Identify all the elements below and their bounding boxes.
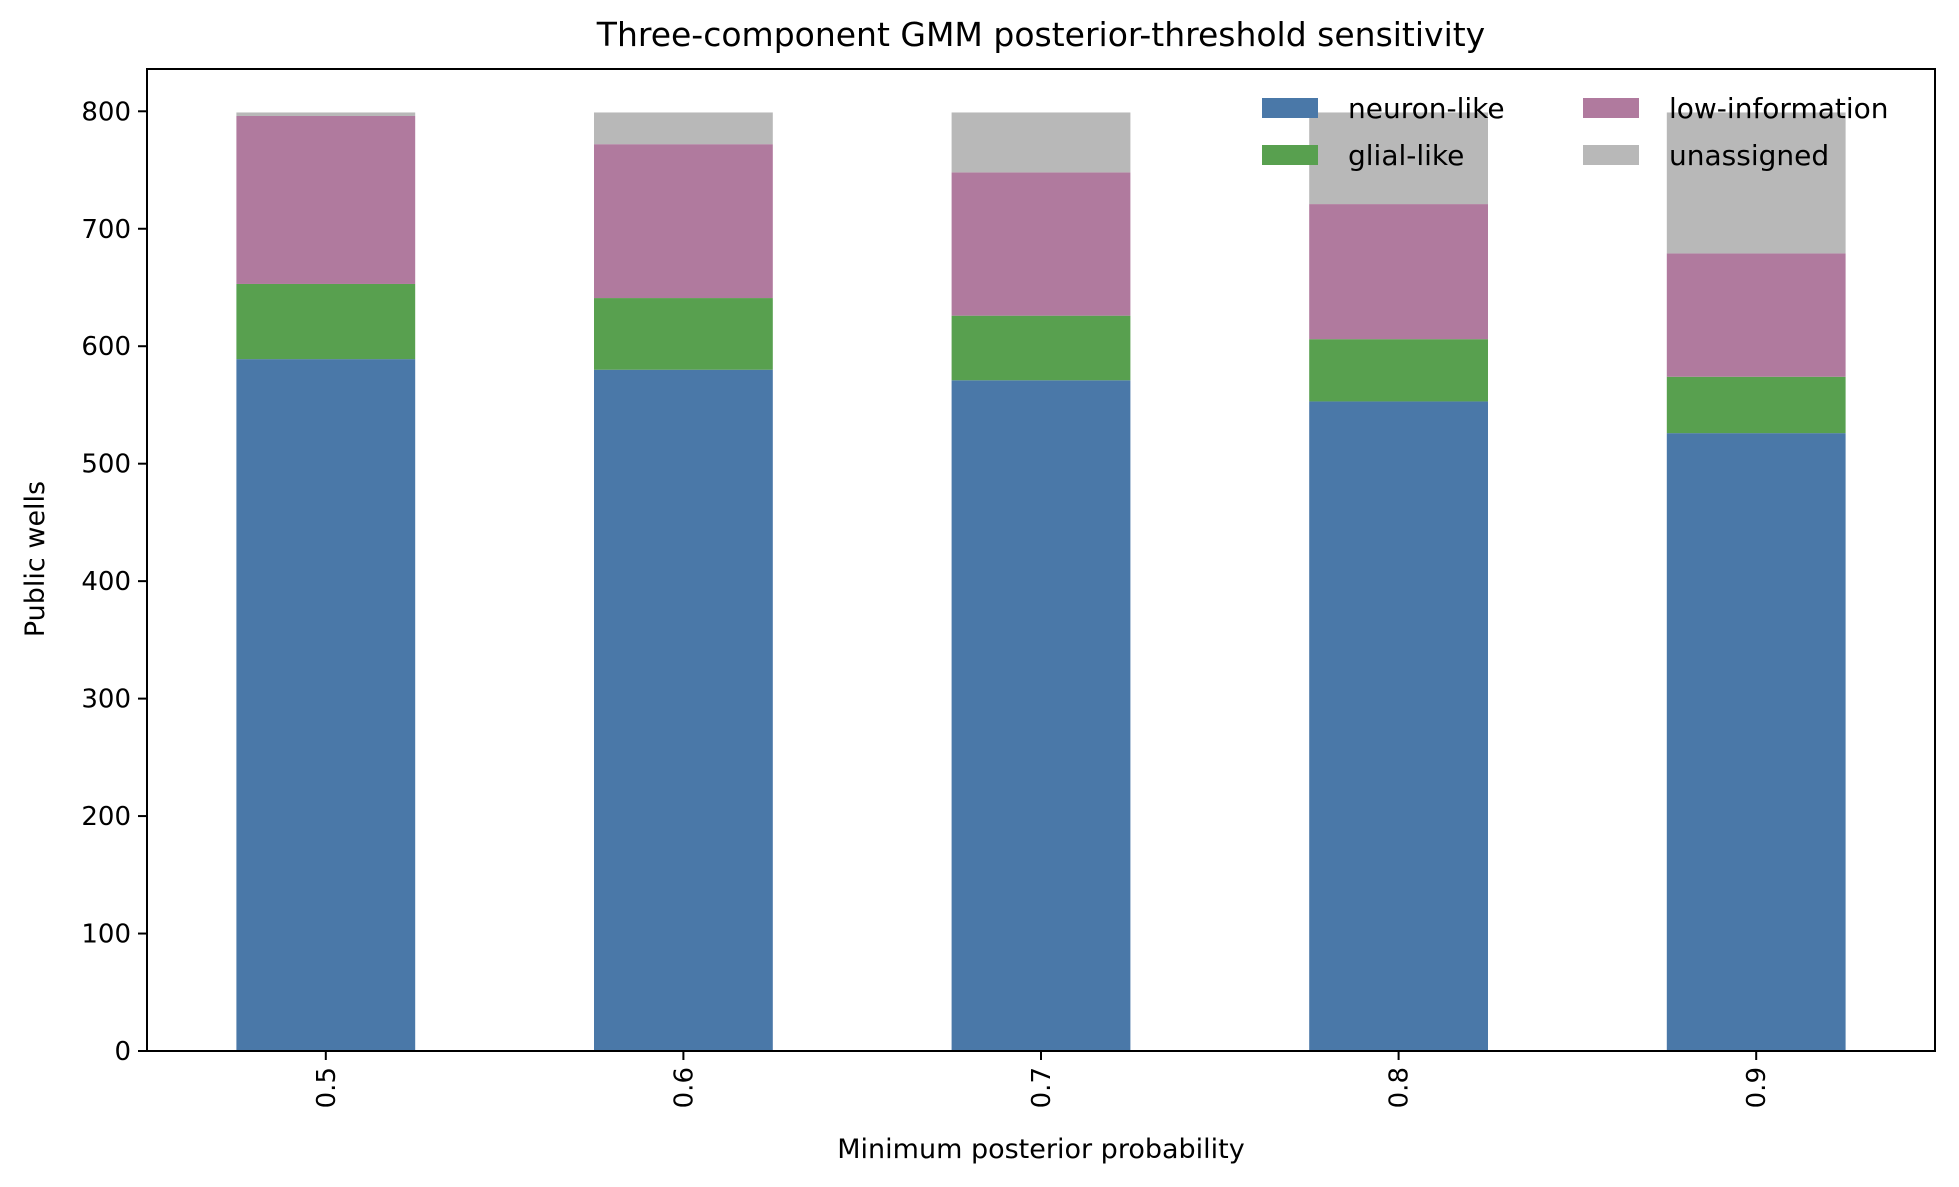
- x-tick-label: 0.6: [669, 1067, 699, 1108]
- bar-neuron-like-0.7: [951, 380, 1131, 1051]
- legend-swatch-unassigned: [1583, 145, 1639, 165]
- legend-label-low-information: low-information: [1669, 92, 1889, 125]
- y-tick-label: 700: [81, 215, 131, 245]
- plot-frame: [146, 68, 1936, 1052]
- bar-neuron-like-0.5: [236, 359, 416, 1051]
- y-tick-label: 500: [81, 450, 131, 480]
- legend-swatch-glial-like: [1262, 145, 1318, 165]
- bar-unassigned-0.8: [1309, 112, 1488, 205]
- y-tick-label: 100: [81, 920, 131, 950]
- y-tick-label: 800: [81, 97, 131, 127]
- x-axis: 0.5 0.6 0.7 0.8 0.9: [312, 1051, 1772, 1108]
- legend-label-glial-like: glial-like: [1348, 139, 1464, 172]
- bar-low-information-0.5: [236, 115, 416, 284]
- x-axis-title: Minimum posterior probability: [837, 1134, 1245, 1165]
- bar-neuron-like-0.8: [1309, 401, 1488, 1051]
- bar-neuron-like-0.9: [1666, 433, 1846, 1051]
- x-tick-label: 0.8: [1385, 1067, 1415, 1108]
- bar-neuron-like-0.6: [594, 369, 773, 1052]
- bar-glial-like-0.5: [236, 283, 416, 360]
- y-tick-label: 400: [81, 567, 131, 597]
- x-tick-label: 0.5: [312, 1067, 342, 1108]
- y-axis: 0 100 200 300 400 500 600 700 800: [81, 97, 147, 1067]
- y-tick-label: 300: [81, 685, 131, 715]
- bar-low-information-0.7: [951, 172, 1131, 316]
- bar-unassigned-0.9: [1666, 112, 1846, 254]
- y-tick-label: 600: [81, 332, 131, 362]
- bar-low-information-0.8: [1309, 204, 1488, 340]
- x-tick-label: 0.9: [1742, 1067, 1772, 1108]
- bar-glial-like-0.7: [951, 315, 1131, 381]
- bar-unassigned-0.5: [236, 112, 416, 116]
- legend-swatch-neuron-like: [1262, 98, 1318, 118]
- bar-low-information-0.6: [594, 144, 773, 299]
- bar-unassigned-0.6: [594, 112, 773, 145]
- legend-swatch-low-information: [1583, 98, 1639, 118]
- y-tick-label: 0: [114, 1037, 131, 1067]
- legend-label-unassigned: unassigned: [1669, 139, 1829, 172]
- x-tick-label: 0.7: [1027, 1067, 1057, 1108]
- bar-glial-like-0.6: [594, 298, 773, 370]
- legend-label-neuron-like: neuron-like: [1348, 92, 1505, 125]
- y-tick-label: 200: [81, 802, 131, 832]
- y-axis-title: Public wells: [20, 481, 51, 637]
- bar-glial-like-0.9: [1666, 376, 1846, 434]
- legend: neuron-like glial-like low-information unas…: [1262, 92, 1889, 172]
- bar-low-information-0.9: [1666, 253, 1846, 377]
- chart-title: Three-component GMM posterior-threshold …: [596, 15, 1485, 54]
- bars-layer: [236, 112, 1846, 1052]
- bar-glial-like-0.8: [1309, 339, 1488, 402]
- bar-unassigned-0.7: [951, 112, 1131, 173]
